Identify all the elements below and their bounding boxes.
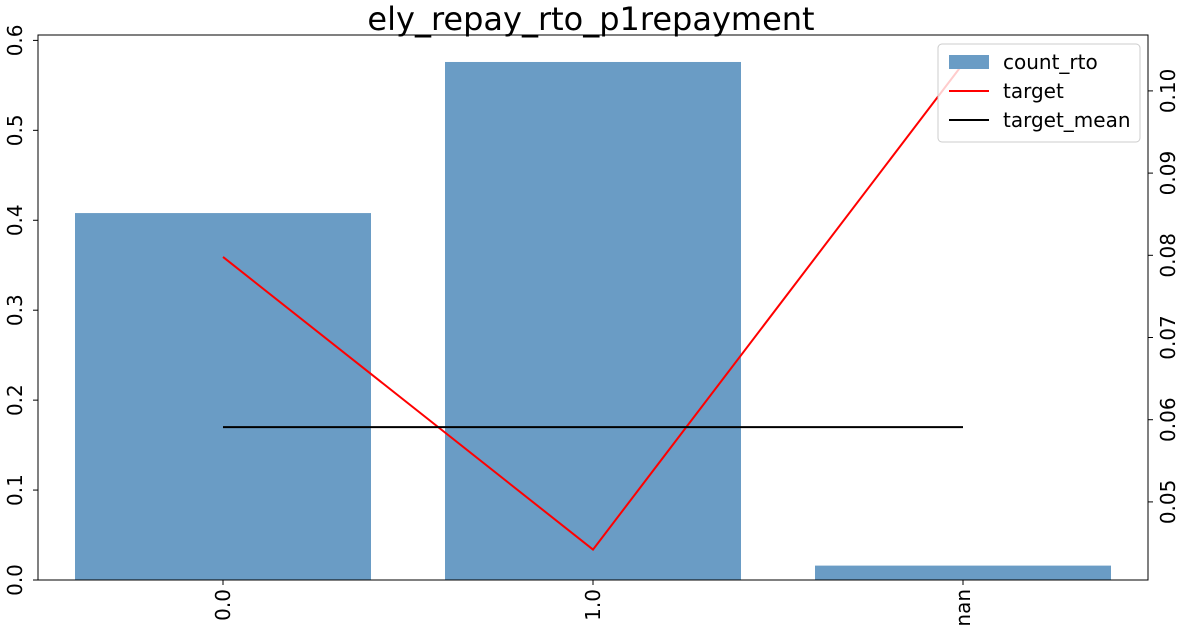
- right-tick-label: 0.06: [1156, 397, 1180, 442]
- left-tick-label: 0.2: [3, 384, 27, 416]
- lines: [222, 63, 964, 552]
- bars: [75, 61, 1111, 580]
- axes: 0.0 0.1 0.2 0.3 0.4 0.5 0.6 0.05 0.06 0.07 0.08 0.0…: [3, 24, 1180, 626]
- x-tick-label: 1.0: [581, 589, 605, 621]
- right-tick-label: 0.07: [1156, 315, 1180, 360]
- chart-title: ely_repay_rto_p1repayment: [367, 0, 814, 38]
- right-tick-label: 0.08: [1156, 233, 1180, 278]
- bar-1.0: [445, 61, 741, 580]
- line-target: [222, 63, 964, 552]
- legend-label-target_mean: target_mean: [1003, 108, 1131, 132]
- left-tick-label: 0.0: [3, 564, 27, 596]
- legend-label-target: target: [1003, 79, 1064, 103]
- right-tick-label: 0.05: [1156, 480, 1180, 525]
- x-tick-label: nan: [951, 589, 975, 627]
- legend-swatch-count_rto: [949, 55, 989, 69]
- left-tick-label: 0.5: [3, 114, 27, 146]
- left-tick-label: 0.4: [3, 204, 27, 236]
- left-tick-label: 0.6: [3, 24, 27, 56]
- left-tick-label: 0.1: [3, 474, 27, 506]
- bar-nan: [815, 565, 1111, 580]
- x-tick-label: 0.0: [211, 589, 235, 621]
- right-tick-label: 0.10: [1156, 69, 1180, 114]
- right-tick-label: 0.09: [1156, 151, 1180, 196]
- left-tick-label: 0.3: [3, 294, 27, 326]
- bar-0.0: [75, 213, 371, 580]
- legend-label-count_rto: count_rto: [1003, 50, 1098, 74]
